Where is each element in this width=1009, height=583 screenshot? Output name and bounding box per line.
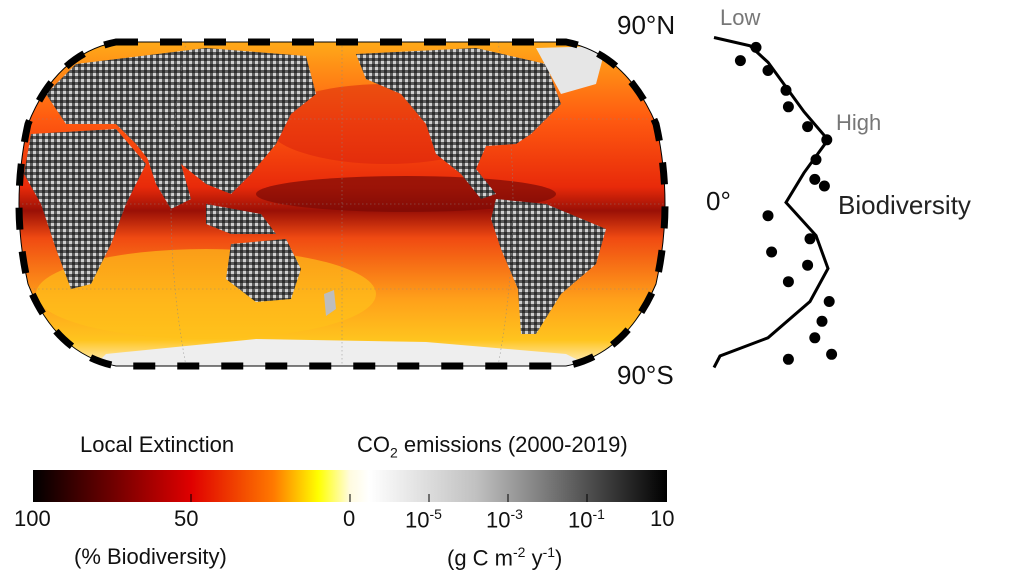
biodiversity-point bbox=[818, 180, 830, 192]
antarctica-land bbox=[86, 339, 606, 366]
graticule bbox=[19, 42, 665, 366]
label-90s: 90°S bbox=[617, 360, 674, 390]
biodiversity-point bbox=[810, 154, 822, 166]
tick-1e-5: 10-5 bbox=[405, 506, 442, 533]
greenland-land bbox=[536, 46, 606, 94]
biodiversity-point bbox=[809, 173, 821, 185]
biodiversity-point bbox=[750, 41, 762, 53]
se-asia-land bbox=[206, 204, 276, 234]
colorbar-ticks bbox=[33, 494, 667, 502]
tick-1e-3: 10-3 bbox=[486, 506, 523, 533]
legend-left-title: Local Extinction bbox=[80, 432, 235, 457]
map-svg bbox=[15, 38, 669, 370]
label-high: High bbox=[836, 110, 882, 135]
tick-100: 100 bbox=[14, 506, 51, 531]
biodiversity-point bbox=[782, 276, 794, 288]
legend-left-unit: (% Biodiversity) bbox=[74, 544, 227, 569]
biodiversity-point bbox=[809, 332, 821, 344]
colorbar bbox=[33, 470, 667, 502]
tick-50: 50 bbox=[174, 506, 199, 531]
label-low: Low bbox=[720, 5, 761, 30]
map-body bbox=[19, 42, 665, 366]
africa-land bbox=[24, 129, 146, 289]
biodiversity-point bbox=[804, 233, 816, 245]
biodiversity-point bbox=[782, 101, 794, 113]
biodiversity-point bbox=[826, 348, 838, 360]
biodiversity-point bbox=[762, 65, 774, 76]
biodiversity-points bbox=[734, 41, 838, 365]
tick-0: 0 bbox=[343, 506, 356, 531]
biodiversity-curve bbox=[712, 36, 830, 369]
australia-land bbox=[226, 239, 301, 302]
biodiversity-point bbox=[821, 134, 833, 146]
world-map bbox=[6, 34, 678, 374]
india-land bbox=[146, 154, 191, 209]
south-america-land bbox=[491, 199, 606, 334]
tick-1e-1: 10-1 bbox=[568, 506, 605, 533]
biodiversity-point bbox=[823, 296, 835, 307]
eurasia-land bbox=[46, 48, 316, 194]
biodiversity-point bbox=[766, 246, 778, 258]
legend-right-title: CO2 emissions (2000-2019) bbox=[357, 432, 628, 461]
biodiversity-point bbox=[734, 55, 746, 67]
biodiversity-curve-line bbox=[712, 36, 830, 369]
north-america-land bbox=[356, 48, 561, 199]
biodiversity-point bbox=[802, 259, 814, 271]
biodiversity-point bbox=[816, 315, 828, 327]
new-zealand-land bbox=[324, 290, 336, 316]
legend-right-unit: (g C m-2 y-1) bbox=[447, 544, 563, 571]
biodiversity-point bbox=[780, 84, 792, 96]
label-90n: 90°N bbox=[617, 10, 676, 40]
biodiversity-point bbox=[802, 121, 814, 133]
tick-10: 10 bbox=[650, 506, 675, 531]
label-biodiversity: Biodiversity bbox=[838, 190, 971, 220]
biodiversity-profile bbox=[712, 36, 838, 369]
map-frame-outline bbox=[18, 41, 666, 367]
biodiversity-point bbox=[782, 353, 794, 365]
biodiversity-point bbox=[762, 210, 774, 222]
label-equator: 0° bbox=[706, 186, 731, 216]
